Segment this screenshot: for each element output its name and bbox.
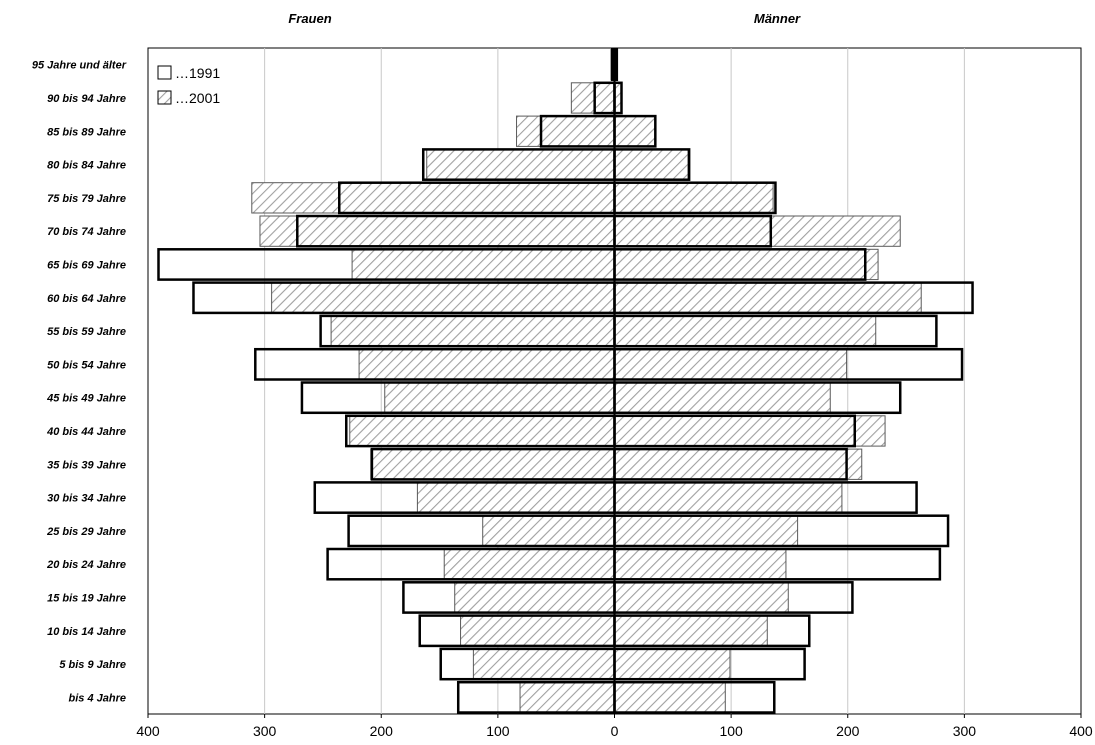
bar-maenner-2001 [614,548,787,580]
bar-frauen-2001 [482,515,615,547]
bar-frauen-2001 [472,648,616,680]
plot-area: 400 300 200 100 0 100 200 300 400 bis 4 Jahre 5 bi… [32,47,1093,739]
y-category-label: bis 4 Jahre [69,692,126,704]
x-tick-label: 400 [136,723,160,739]
bar-maenner-2001 [614,115,656,147]
y-category-label: 90 bis 94 Jahre [47,93,126,105]
bar-frauen-2001 [349,415,615,447]
bar-frauen-2001 [351,248,615,281]
bar-frauen-2001 [370,448,615,480]
bar-frauen-2001 [251,182,615,214]
y-category-label: 10 bis 14 Jahre [47,626,126,638]
legend-label-1991: …1991 [175,65,220,81]
bar-maenner-2001 [614,681,726,714]
bar-frauen-2001 [570,82,616,114]
y-category-label: 45 bis 49 Jahre [46,393,126,405]
y-category-label: 25 bis 29 Jahre [46,526,126,538]
bar-frauen-2001 [271,282,615,314]
bar-maenner-2001 [614,248,879,281]
legend-swatch-2001 [157,90,172,105]
x-tick-label: 300 [253,723,277,739]
bar-frauen-2001 [358,348,615,381]
y-category-label: 15 bis 19 Jahre [47,592,126,604]
y-category-label: 70 bis 74 Jahre [47,226,126,238]
bar-maenner-2001 [614,415,886,447]
x-tick-label: 400 [1069,723,1093,739]
y-category-label: 65 bis 69 Jahre [47,259,126,271]
bar-frauen-2001 [426,148,616,181]
bar-maenner-2001 [614,282,922,314]
x-tick-label: 100 [486,723,510,739]
y-category-label: 35 bis 39 Jahre [47,459,126,471]
heading-frauen: Frauen [288,11,331,26]
y-category-label: 60 bis 64 Jahre [47,293,126,305]
bar-maenner-2001 [614,348,848,381]
y-category-label: 50 bis 54 Jahre [47,359,126,371]
y-category-label: 95 Jahre und älter [32,60,127,72]
y-category-label: 20 bis 24 Jahre [46,559,126,571]
bar-maenner-2001 [614,581,789,614]
x-tick-label: 200 [836,723,860,739]
x-tick-label: 100 [719,723,743,739]
bar-maenner-2001 [614,148,689,181]
bar-maenner-2001 [614,215,901,247]
bar-frauen-2001 [443,548,616,580]
bar-maenner-2001 [614,615,768,647]
legend-swatch-1991 [157,65,172,80]
bar-frauen-2001 [519,681,615,714]
bar-maenner-2001 [614,481,843,514]
x-tick-label: 0 [611,723,619,739]
y-category-label: 40 bis 44 Jahre [46,426,126,438]
x-tick-label: 200 [370,723,394,739]
y-category-label: 5 bis 9 Jahre [59,659,126,671]
y-category-label: 80 bis 84 Jahre [47,160,126,172]
legend: …1991 …2001 [157,65,220,106]
bar-frauen-2001 [384,382,615,414]
bar-maenner-2001 [614,182,774,214]
heading-maenner: Männer [754,11,801,26]
bar-maenner-2001 [614,448,863,480]
bar-frauen-2001 [516,115,615,147]
y-category-label: 75 bis 79 Jahre [47,193,126,205]
bar-frauen-2001 [416,481,615,514]
y-category-label: 30 bis 34 Jahre [47,493,126,505]
bar-maenner-2001 [614,648,731,680]
y-category-label: 55 bis 59 Jahre [47,326,126,338]
bar-frauen-2001 [454,581,615,614]
bar-maenner-2001 [614,515,799,547]
bar-maenner-2001 [614,382,831,414]
bar-frauen-2001 [460,615,615,647]
bar-maenner-2001 [614,315,877,347]
y-category-label: 85 bis 89 Jahre [47,126,126,138]
bar-frauen-2001 [259,215,615,247]
x-tick-label: 300 [953,723,977,739]
bar-frauen-2001 [330,315,615,347]
legend-label-2001: …2001 [175,90,220,106]
